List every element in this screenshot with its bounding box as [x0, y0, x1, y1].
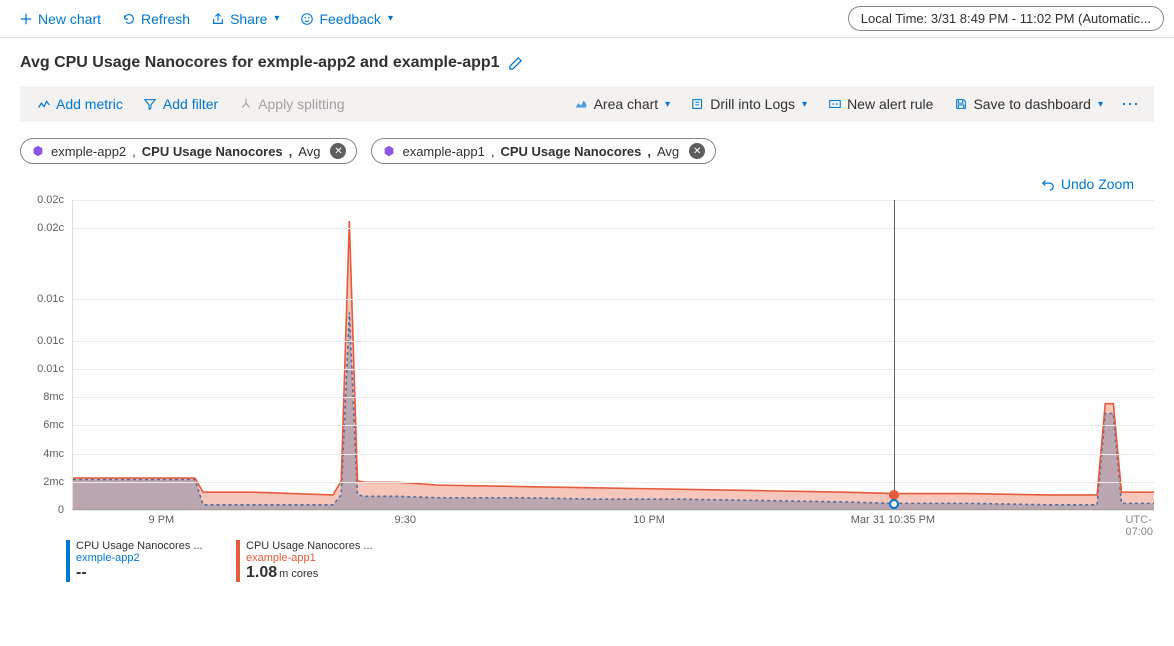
apply-splitting-button: Apply splitting	[230, 92, 352, 116]
apply-splitting-label: Apply splitting	[258, 96, 344, 112]
refresh-icon	[121, 11, 136, 26]
chart-type-button[interactable]: Area chart ▾	[566, 92, 679, 116]
legend-item[interactable]: CPU Usage Nanocores ... example-app1 1.0…	[236, 540, 386, 582]
top-toolbar: New chart Refresh Share ▾ Feedback ▾ Loc…	[0, 0, 1174, 38]
chart-type-label: Area chart	[594, 96, 659, 112]
pill-metric: CPU Usage Nanocores	[142, 144, 283, 159]
add-filter-label: Add filter	[163, 96, 218, 112]
pill-resource: example-app1	[402, 144, 484, 159]
series-color-swatch	[236, 540, 240, 582]
pencil-icon	[508, 56, 523, 71]
undo-zoom-button[interactable]: Undo Zoom	[1041, 176, 1134, 192]
save-dashboard-button[interactable]: Save to dashboard ▾	[945, 92, 1111, 116]
edit-title-button[interactable]	[508, 56, 523, 71]
pill-agg: Avg	[298, 144, 320, 159]
feedback-button[interactable]: Feedback ▾	[291, 7, 401, 31]
metric-pill[interactable]: example-app1, CPU Usage Nanocores, Avg ✕	[371, 138, 716, 164]
pill-agg: Avg	[657, 144, 679, 159]
filter-icon	[143, 97, 158, 112]
save-icon	[953, 97, 968, 112]
alert-icon	[827, 97, 842, 112]
chart-area: 02mc4mc6mc8mc0.01c0.01c0.01c0.02c0.02c 9…	[20, 200, 1154, 530]
add-metric-button[interactable]: Add metric	[28, 92, 131, 116]
chart-plot[interactable]	[72, 200, 1154, 510]
new-chart-button[interactable]: New chart	[10, 7, 109, 31]
new-chart-label: New chart	[38, 11, 101, 27]
legend-metric: CPU Usage Nanocores ...	[246, 540, 373, 552]
undo-zoom-label: Undo Zoom	[1061, 176, 1134, 192]
legend-value: --	[76, 564, 87, 581]
y-axis: 02mc4mc6mc8mc0.01c0.01c0.01c0.02c0.02c	[20, 200, 68, 510]
chevron-down-icon: ▾	[388, 13, 393, 24]
chevron-down-icon: ▾	[802, 99, 807, 110]
legend-metric: CPU Usage Nanocores ...	[76, 540, 203, 552]
legend-resource: example-app1	[246, 552, 373, 564]
undo-icon	[1041, 177, 1056, 192]
remove-pill-button[interactable]: ✕	[330, 143, 346, 159]
drill-logs-label: Drill into Logs	[710, 96, 795, 112]
chart-title-row: Avg CPU Usage Nanocores for exmple-app2 …	[20, 54, 1154, 72]
share-label: Share	[230, 11, 267, 27]
feedback-label: Feedback	[319, 11, 380, 27]
add-filter-button[interactable]: Add filter	[135, 92, 226, 116]
resource-icon	[382, 144, 396, 158]
metric-toolbar: Add metric Add filter Apply splitting Ar…	[20, 86, 1154, 122]
metric-pill[interactable]: exmple-app2, CPU Usage Nanocores, Avg ✕	[20, 138, 357, 164]
series-color-swatch	[66, 540, 70, 582]
resource-icon	[31, 144, 45, 158]
legend-resource: exmple-app2	[76, 552, 203, 564]
metric-pills-row: exmple-app2, CPU Usage Nanocores, Avg ✕ …	[20, 138, 1154, 164]
legend-unit: m cores	[279, 568, 318, 580]
pill-resource: exmple-app2	[51, 144, 126, 159]
legend-item[interactable]: CPU Usage Nanocores ... exmple-app2 --	[66, 540, 216, 582]
logs-icon	[690, 97, 705, 112]
time-range-label: Local Time: 3/31 8:49 PM - 11:02 PM (Aut…	[861, 11, 1151, 26]
chart-title: Avg CPU Usage Nanocores for exmple-app2 …	[20, 54, 500, 72]
chart-cursor-line	[894, 200, 895, 509]
share-icon	[210, 11, 225, 26]
plus-icon	[18, 11, 33, 26]
chart-legend: CPU Usage Nanocores ... exmple-app2 -- C…	[20, 540, 1154, 582]
area-chart-icon	[574, 97, 589, 112]
refresh-button[interactable]: Refresh	[113, 7, 198, 31]
chevron-down-icon: ▾	[1098, 99, 1103, 110]
split-icon	[238, 97, 253, 112]
chevron-down-icon: ▾	[274, 13, 279, 24]
new-alert-button[interactable]: New alert rule	[819, 92, 941, 116]
x-axis: 9 PM9:3010 PMMar 31 10:35 PMUTC-07:00	[72, 510, 1154, 530]
new-alert-label: New alert rule	[847, 96, 933, 112]
time-range-button[interactable]: Local Time: 3/31 8:49 PM - 11:02 PM (Aut…	[848, 6, 1164, 31]
save-dashboard-label: Save to dashboard	[973, 96, 1091, 112]
add-metric-label: Add metric	[56, 96, 123, 112]
metric-icon	[36, 97, 51, 112]
chart-marker	[889, 490, 899, 500]
more-button[interactable]: ⋯	[1115, 94, 1146, 115]
chart-svg	[73, 200, 1154, 509]
chevron-down-icon: ▾	[665, 99, 670, 110]
share-button[interactable]: Share ▾	[202, 7, 287, 31]
drill-logs-button[interactable]: Drill into Logs ▾	[682, 92, 815, 116]
chart-marker	[889, 499, 899, 509]
smiley-icon	[299, 11, 314, 26]
refresh-label: Refresh	[141, 11, 190, 27]
pill-metric: CPU Usage Nanocores	[500, 144, 641, 159]
legend-value: 1.08	[246, 564, 277, 581]
remove-pill-button[interactable]: ✕	[689, 143, 705, 159]
